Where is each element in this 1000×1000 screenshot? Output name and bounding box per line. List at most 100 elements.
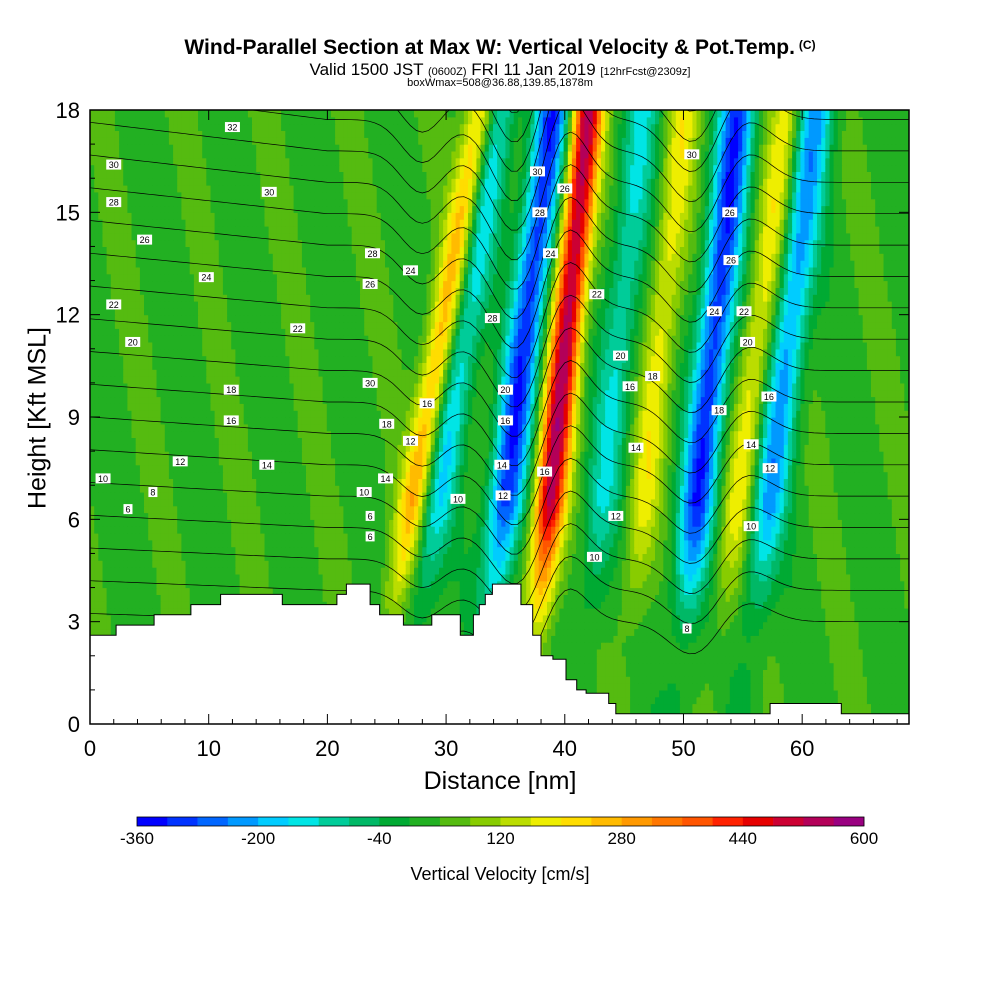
field-cell: [854, 587, 860, 595]
field-cell: [858, 608, 864, 616]
field-cell: [746, 567, 752, 575]
field-cell: [605, 580, 610, 589]
field-cell: [738, 649, 743, 657]
field-cell: [779, 567, 785, 575]
field-cell: [285, 587, 291, 595]
field-cell: [825, 573, 831, 582]
field-cell: [746, 628, 752, 636]
field-cell: [837, 560, 843, 568]
field-cell: [609, 608, 615, 616]
field-cell: [684, 573, 689, 582]
field-cell: [293, 594, 299, 602]
field-cell: [713, 696, 718, 705]
field-cell: [422, 587, 428, 595]
field-cell: [297, 587, 303, 595]
field-cell: [551, 587, 556, 595]
field-cell: [742, 642, 747, 650]
field-cell: [783, 587, 789, 595]
field-cell: [725, 689, 731, 698]
field-cell: [713, 594, 718, 602]
field-cell: [659, 683, 664, 691]
field-cell: [804, 573, 810, 582]
field-cell: [98, 614, 104, 623]
field-cell: [659, 553, 664, 561]
field-cell: [239, 567, 245, 575]
field-cell: [825, 683, 831, 691]
field-cell: [812, 573, 818, 582]
field-cell: [862, 683, 868, 691]
field-cell: [567, 642, 573, 650]
field-cell: [808, 621, 814, 630]
field-cell: [804, 689, 810, 698]
field-cell: [675, 669, 681, 677]
field-cell: [638, 601, 644, 609]
field-cell: [891, 553, 897, 561]
field-cell: [858, 621, 864, 630]
field-cell: [289, 580, 295, 589]
field-cell: [621, 649, 627, 657]
field-cell: [297, 573, 303, 582]
field-cell: [713, 567, 718, 575]
field-cell: [605, 601, 610, 609]
field-cell: [754, 662, 760, 670]
field-cell: [625, 621, 631, 630]
field-cell: [688, 567, 693, 575]
field-cell: [439, 587, 444, 595]
field-cell: [571, 628, 577, 636]
field-cell: [123, 614, 128, 623]
field-cell: [584, 662, 590, 670]
field-cell: [871, 567, 876, 575]
field-cell: [198, 553, 203, 561]
field-cell: [530, 587, 536, 595]
field-cell: [247, 553, 253, 561]
field-cell: [655, 601, 660, 609]
field-cell: [659, 676, 664, 684]
field-cell: [555, 580, 561, 589]
field-cell: [775, 676, 781, 684]
field-cell: [663, 676, 669, 684]
field-cell: [779, 662, 785, 670]
field-cell: [825, 696, 831, 705]
field-cell: [895, 560, 901, 568]
field-cell: [588, 594, 594, 602]
field-cell: [601, 628, 606, 636]
field-cell: [891, 614, 897, 623]
field-cell: [646, 683, 652, 691]
field-cell: [688, 662, 693, 670]
field-cell: [750, 683, 756, 691]
field-cell: [493, 553, 498, 561]
field-cell: [700, 601, 706, 609]
field-cell: [98, 560, 104, 568]
field-cell: [775, 642, 781, 650]
field-cell: [198, 580, 203, 589]
field-cell: [401, 560, 407, 568]
field-cell: [688, 655, 693, 664]
field-cell: [829, 567, 835, 575]
field-cell: [787, 587, 793, 595]
field-cell: [135, 587, 141, 595]
field-cell: [900, 703, 905, 711]
field-cell: [409, 567, 415, 575]
field-cell: [684, 676, 689, 684]
field-cell: [704, 649, 710, 657]
field-cell: [800, 594, 806, 602]
field-cell: [850, 580, 855, 589]
field-cell: [808, 553, 814, 561]
field-cell: [94, 553, 99, 561]
field-cell: [679, 573, 685, 582]
field-cell: [887, 580, 893, 589]
field-cell: [787, 642, 793, 650]
field-cell: [709, 560, 714, 568]
field-cell: [787, 567, 793, 575]
field-cell: [713, 662, 718, 670]
field-cell: [264, 553, 270, 561]
field-cell: [401, 608, 407, 616]
field-cell: [754, 703, 760, 711]
field-cell: [750, 689, 756, 698]
field-cell: [613, 587, 619, 595]
field-cell: [825, 621, 831, 630]
field-cell: [696, 649, 702, 657]
field-cell: [659, 662, 664, 670]
field-cell: [443, 567, 448, 575]
field-cell: [551, 635, 556, 643]
